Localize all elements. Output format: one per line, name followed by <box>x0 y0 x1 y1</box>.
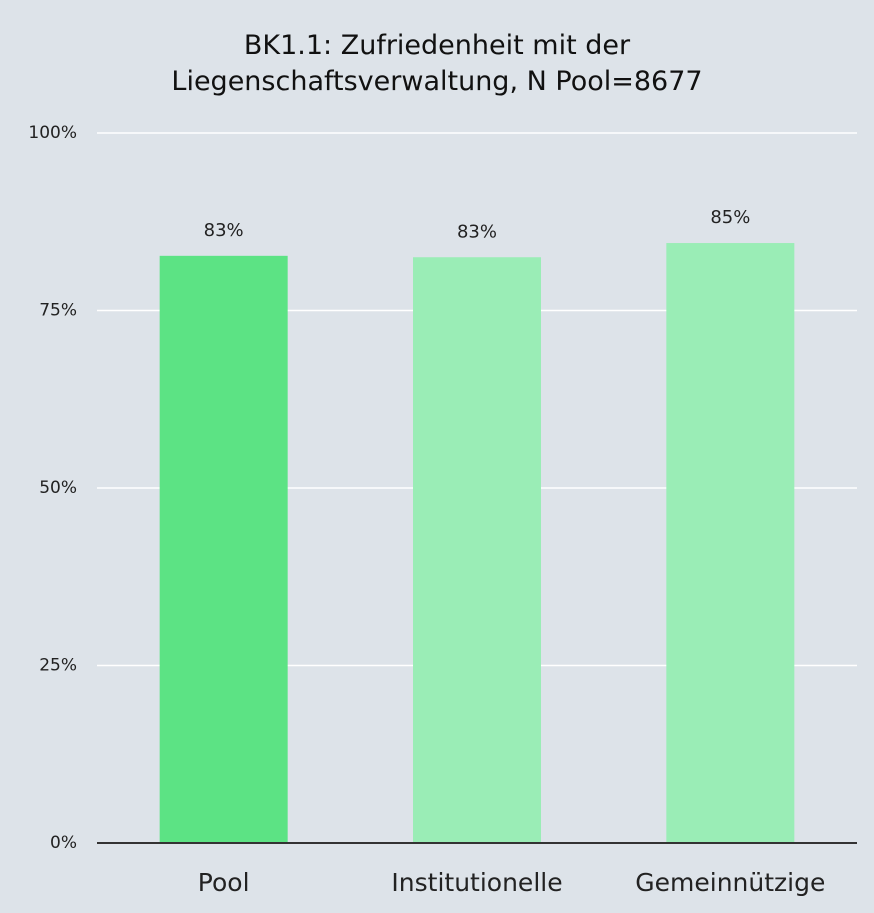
y-tick-label: 25% <box>39 656 77 676</box>
value-label: 83% <box>457 221 497 242</box>
value-label: 85% <box>710 207 750 228</box>
bar <box>666 243 795 844</box>
bar <box>159 255 288 843</box>
y-tick-label: 50% <box>39 478 77 498</box>
y-tick-label: 0% <box>50 833 77 853</box>
chart-title: BK1.1: Zufriedenheit mit der Liegenschaf… <box>171 30 703 97</box>
x-tick-label: Pool <box>198 868 250 897</box>
y-tick-label: 75% <box>39 301 77 321</box>
x-tick-label: Institutionelle <box>391 868 562 897</box>
bar <box>413 257 541 843</box>
x-tick-label: Gemeinnützige <box>635 868 825 897</box>
y-tick-label: 100% <box>28 123 77 143</box>
value-label: 83% <box>204 220 244 241</box>
